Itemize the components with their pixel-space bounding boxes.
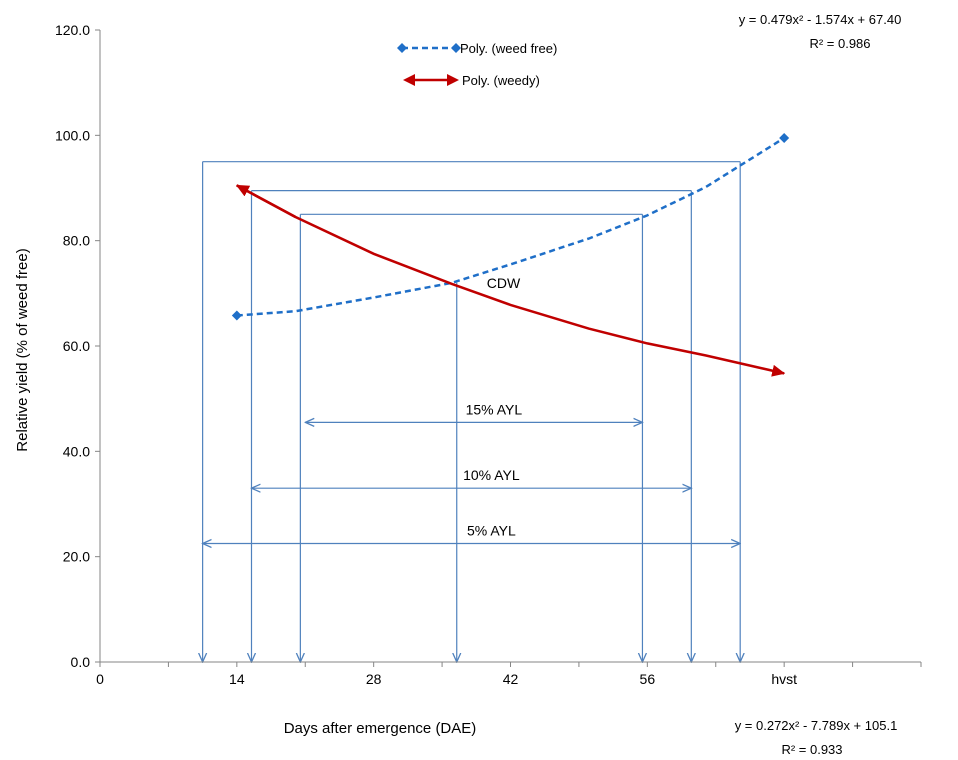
x-tick-label: 56 xyxy=(640,671,656,687)
legend-arrow-end xyxy=(447,74,459,86)
y-axis-ticks: 0.0 20.0 40.0 60.0 80.0 100.0 120.0 xyxy=(55,22,100,670)
y-tick-label: 0.0 xyxy=(71,654,91,670)
series-marker-weed-free xyxy=(779,132,790,143)
legend-label-weedy: Poly. (weedy) xyxy=(462,73,540,88)
ayl-label: 10% AYL xyxy=(463,467,520,483)
x-tick-label: 42 xyxy=(503,671,519,687)
legend-item-weedy: Poly. (weedy) xyxy=(403,73,540,88)
legend: Poly. (weed free) Poly. (weedy) xyxy=(397,41,557,88)
y-tick-label: 80.0 xyxy=(63,233,90,249)
r2-weedy: R² = 0.933 xyxy=(781,742,842,757)
annotations: CDW xyxy=(487,275,521,291)
y-axis-title: Relative yield (% of weed free) xyxy=(14,248,31,451)
y-tick-label: 60.0 xyxy=(63,338,90,354)
equation-weedy: y = 0.272x² - 7.789x + 105.1 xyxy=(735,718,898,733)
series-line-weed-free xyxy=(236,136,785,317)
series-line-weedy xyxy=(236,184,786,377)
legend-arrow-start xyxy=(403,74,415,86)
ayl-label: 5% AYL xyxy=(467,523,516,539)
x-tick-label: 28 xyxy=(366,671,382,687)
legend-marker-end xyxy=(451,43,461,53)
cdw-label: CDW xyxy=(487,275,521,291)
equation-weed-free: y = 0.479x² - 1.574x + 67.40 xyxy=(739,12,902,27)
series-marker-weed-free xyxy=(231,310,242,321)
y-tick-label: 100.0 xyxy=(55,127,90,143)
x-tick-label: 14 xyxy=(229,671,245,687)
y-tick-label: 120.0 xyxy=(55,22,90,38)
legend-marker-start xyxy=(397,43,407,53)
series-arrowhead-weedy-start xyxy=(235,184,297,219)
legend-item-weed-free: Poly. (weed free) xyxy=(397,41,557,56)
x-axis-ticks: 0 14 28 42 56 hvst xyxy=(96,662,922,687)
x-axis-title: Days after emergence (DAE) xyxy=(284,720,477,737)
y-tick-label: 20.0 xyxy=(63,549,90,565)
x-tick-label: 0 xyxy=(96,671,104,687)
x-tick-label: hvst xyxy=(771,671,797,687)
ayl-label: 15% AYL xyxy=(466,401,523,417)
y-tick-label: 40.0 xyxy=(63,443,90,459)
legend-label-weed-free: Poly. (weed free) xyxy=(460,41,557,56)
threshold-guides: 15% AYL 10% AYL 5% AYL xyxy=(203,161,741,662)
series-layer xyxy=(231,132,790,377)
r2-weed-free: R² = 0.986 xyxy=(809,36,870,51)
